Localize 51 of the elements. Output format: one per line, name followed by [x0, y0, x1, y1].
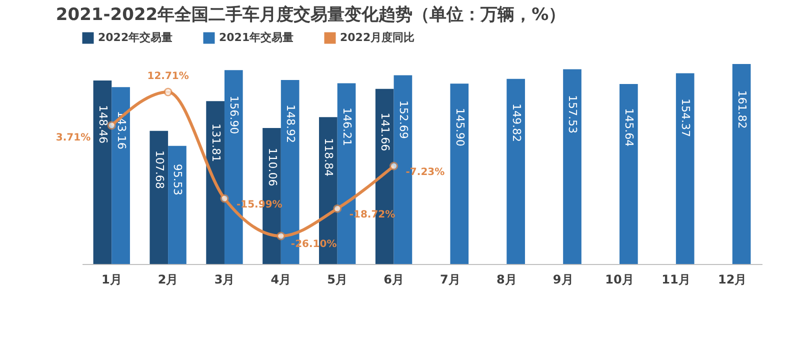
data-label: 131.81 [209, 124, 222, 162]
point [276, 232, 286, 240]
bar [206, 101, 224, 264]
point [164, 88, 172, 96]
bar [620, 84, 638, 264]
data-label: 148.92 [284, 104, 298, 144]
data-label: 12.71% [147, 71, 189, 82]
data-label: 154.37 [679, 98, 692, 137]
data-label: 118.84 [322, 138, 336, 176]
legend-label: 2022月度同比 [340, 31, 415, 44]
data-label: 141.66 [378, 112, 392, 152]
data-label: 149.82 [510, 104, 523, 142]
data-label: 3.71% [56, 132, 91, 144]
x-tick-label: 7月 [440, 272, 460, 286]
bar [450, 84, 469, 264]
data-label: 110.06 [266, 148, 279, 186]
bar [506, 78, 525, 264]
chart-title: 2021-2022年全国二手车月度交易量变化趋势（单位：万辆，%） [56, 5, 566, 25]
data-label: 156.90 [228, 96, 241, 134]
bar [168, 146, 186, 264]
bar [732, 64, 751, 264]
bar [93, 80, 112, 264]
point [333, 204, 342, 213]
bar [112, 87, 130, 264]
x-tick-label: 12月 [718, 272, 747, 286]
x-tick-label: 4月 [270, 272, 292, 286]
data-label: 152.69 [396, 100, 410, 139]
data-label: 146.21 [340, 108, 354, 146]
bar [563, 69, 582, 264]
x-tick-label: 5月 [327, 272, 348, 286]
x-tick-label: 9月 [552, 272, 574, 286]
x-tick-label: 6月 [384, 272, 404, 286]
data-label: 157.53 [566, 94, 580, 134]
x-tick-label: 11月 [662, 272, 690, 286]
point [390, 162, 398, 170]
data-label: 161.82 [736, 90, 749, 129]
x-tick-label: 3月 [214, 272, 235, 286]
data-label: 95.53 [171, 164, 184, 196]
x-tick-label: 10月 [605, 272, 634, 286]
data-label: 145.90 [453, 108, 466, 146]
x-tick-label: 8月 [496, 272, 517, 286]
point [220, 194, 229, 203]
data-label: 107.68 [152, 150, 166, 189]
x-tick-label: 2月 [158, 272, 178, 286]
legend-label: 2022年交易量 [98, 31, 173, 44]
data-label: 148.46 [96, 105, 110, 144]
legend-label: 2021年交易量 [219, 31, 294, 44]
data-label: 145.64 [622, 108, 636, 147]
bar [150, 130, 168, 264]
x-tick-label: 1月 [101, 272, 122, 286]
bar [676, 73, 694, 264]
